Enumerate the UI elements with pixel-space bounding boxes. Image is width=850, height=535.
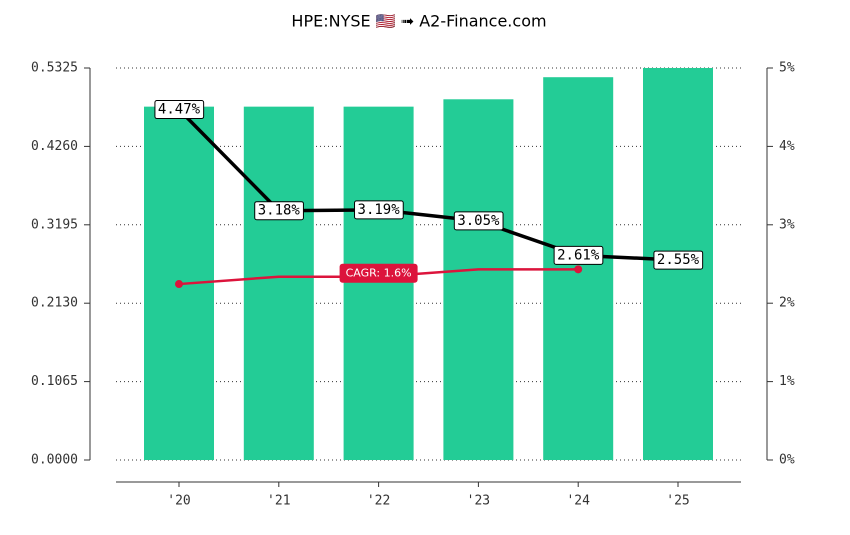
bar — [343, 106, 414, 460]
y-tick-label: 0.0000 — [31, 453, 78, 468]
value-label-box — [553, 245, 604, 265]
x-tick-label: '23 — [467, 494, 490, 509]
value-label: 4.47% — [158, 102, 201, 118]
y2-tick-label: 4% — [779, 139, 795, 154]
line-end-dot — [574, 265, 583, 274]
value-label: 2.61% — [557, 247, 600, 263]
y2-tick-label: 0% — [779, 453, 795, 468]
value-label-box — [154, 100, 205, 120]
chart-title: HPE:NYSE 🇺🇸 ➟ A2-Finance.com — [291, 12, 546, 31]
annotation: CAGR: 1.6% — [346, 267, 412, 280]
y-tick-label: 0.1065 — [31, 374, 78, 389]
bar — [243, 106, 314, 460]
y2-tick-label: 5% — [779, 61, 795, 76]
value-label: 3.05% — [457, 213, 500, 229]
x-tick-label: '20 — [167, 494, 190, 509]
value-label-box — [254, 201, 304, 221]
y2-tick-label: 3% — [779, 217, 795, 232]
x-tick-label: '21 — [267, 494, 290, 509]
y2-tick-label: 1% — [779, 374, 795, 389]
value-label-box — [354, 200, 404, 220]
y-tick-label: 0.2130 — [31, 296, 78, 311]
y-tick-label: 0.5325 — [31, 61, 78, 76]
line-end-dot — [175, 280, 183, 289]
y2-tick-label: 2% — [779, 296, 795, 311]
value-label-box — [653, 250, 704, 270]
y-tick-label: 0.4260 — [31, 139, 78, 154]
value-label: 3.18% — [258, 203, 301, 219]
x-tick-label: '22 — [367, 494, 390, 509]
value-label-box — [453, 211, 504, 231]
y-tick-label: 0.3195 — [31, 217, 78, 232]
annotation-box — [339, 263, 418, 283]
value-label: 3.19% — [358, 202, 401, 218]
bar — [443, 99, 514, 461]
x-tick-label: '25 — [666, 494, 689, 509]
x-tick-label: '24 — [566, 494, 590, 509]
value-label: 2.55% — [657, 252, 700, 268]
